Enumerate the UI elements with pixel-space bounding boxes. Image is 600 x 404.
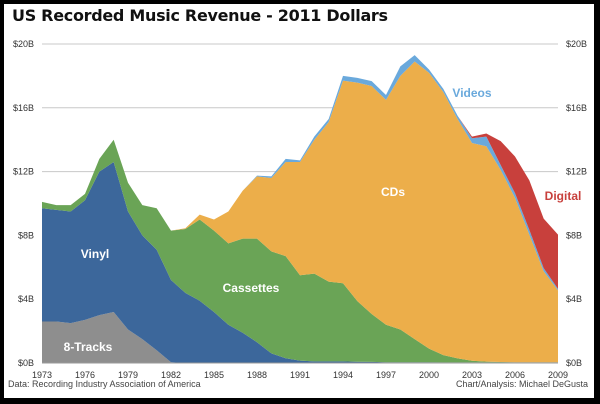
y-tick-label-right: $4B bbox=[566, 294, 582, 304]
y-tick-label-right: $12B bbox=[566, 167, 587, 177]
x-tick-label: 1997 bbox=[376, 370, 396, 380]
series-label-vinyl: Vinyl bbox=[81, 247, 109, 261]
x-tick-label: 1973 bbox=[32, 370, 52, 380]
y-tick-label-left: $20B bbox=[13, 39, 34, 49]
x-tick-label: 2009 bbox=[548, 370, 568, 380]
x-tick-label: 1985 bbox=[204, 370, 224, 380]
x-tick-label: 1982 bbox=[161, 370, 181, 380]
series-label-8-tracks: 8-Tracks bbox=[64, 340, 113, 354]
series-label-videos: Videos bbox=[452, 86, 491, 100]
x-tick-label: 1976 bbox=[75, 370, 95, 380]
chart-title: US Recorded Music Revenue - 2011 Dollars bbox=[12, 6, 388, 25]
area-8-tracks bbox=[42, 311, 558, 363]
area-cds bbox=[42, 61, 558, 363]
source-note: Data: Recording Industry Association of … bbox=[8, 379, 201, 389]
series-label-digital: Digital bbox=[545, 189, 582, 203]
x-tick-label: 2006 bbox=[505, 370, 525, 380]
series-label-cds: CDs bbox=[381, 185, 405, 199]
y-tick-label-left: $12B bbox=[13, 167, 34, 177]
y-tick-label-left: $4B bbox=[18, 294, 34, 304]
y-tick-label-right: $0B bbox=[566, 358, 582, 368]
x-tick-label: 1994 bbox=[333, 370, 353, 380]
y-tick-label-left: $0B bbox=[18, 358, 34, 368]
x-tick-label: 1979 bbox=[118, 370, 138, 380]
x-tick-label: 1988 bbox=[247, 370, 267, 380]
area-cassettes bbox=[42, 139, 558, 363]
y-tick-label-right: $16B bbox=[566, 103, 587, 113]
credit-note: Chart/Analysis: Michael DeGusta bbox=[455, 379, 588, 389]
y-tick-label-left: $16B bbox=[13, 103, 34, 113]
y-tick-label-right: $8B bbox=[566, 230, 582, 240]
x-tick-label: 2003 bbox=[462, 370, 482, 380]
y-tick-label-left: $8B bbox=[18, 230, 34, 240]
y-tick-label-right: $20B bbox=[566, 39, 587, 49]
series-label-cassettes: Cassettes bbox=[223, 281, 280, 295]
x-tick-label: 2000 bbox=[419, 370, 439, 380]
x-tick-label: 1991 bbox=[290, 370, 310, 380]
area-vinyl bbox=[42, 162, 558, 363]
